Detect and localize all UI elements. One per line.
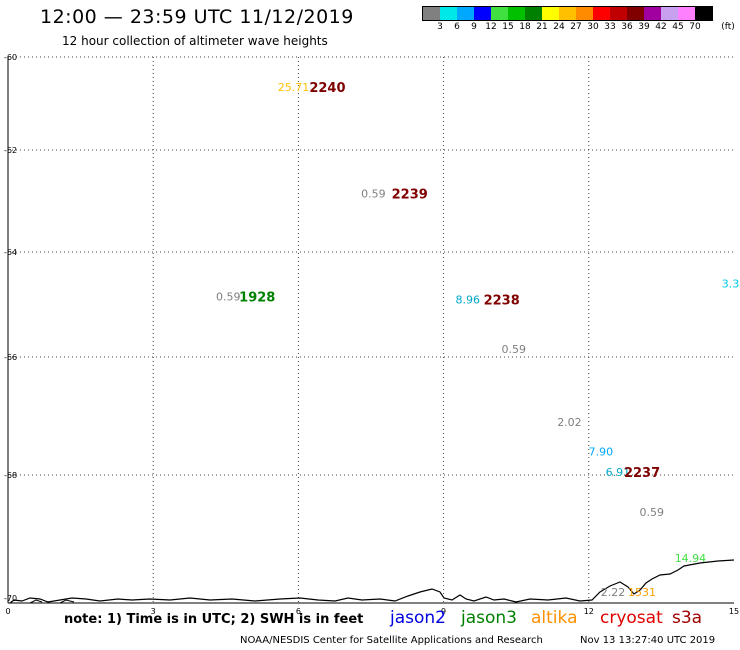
color-swatch [457,7,474,20]
color-swatch [576,7,593,20]
lon-tick-label: 0 [5,607,10,616]
legend-entry-jason3: jason3 [461,608,517,628]
color-scale-labels: 3 6 9 12 15 18 21 24 27 30 33 36 39 42 45 70 (ft) [422,22,740,34]
pass-time-label: 1928 [239,291,275,306]
legend-entry-jason2: jason2 [390,608,446,628]
swh-value-label: 8.96 [456,293,481,306]
swh-value-label: 0.59 [502,343,527,356]
lon-tick-label: 15 [729,607,739,616]
generation-timestamp: Nov 13 13:27:40 UTC 2019 [580,635,716,646]
antarctic-coastline [9,559,735,604]
color-swatch [474,7,491,20]
color-scale-label: 21 [536,22,548,32]
swh-value-label: 0.59 [639,506,664,519]
color-swatch [661,7,678,20]
legend-entry-altika: altika [531,608,578,628]
lat-tick-label: -70 [4,594,17,603]
color-scale-label: 6 [454,22,460,32]
lon-tick-label: 12 [584,607,594,616]
color-scale-bar [422,6,713,21]
color-scale-label: 39 [638,22,650,32]
color-swatch [440,7,457,20]
legend-entry-s3a: s3a [672,608,703,628]
color-scale-label: 30 [587,22,599,32]
credit-line: NOAA/NESDIS Center for Satellite Applica… [240,635,543,646]
lat-tick-label: -68 [4,471,17,480]
swh-value-label: 2.02 [557,416,582,429]
swh-value-label: 14.94 [675,552,707,565]
swh-value-label: 6.91 [606,466,631,479]
color-scale-label: 24 [553,22,565,32]
color-swatch [695,7,712,20]
lat-tick-label: -66 [4,353,17,362]
lon-tick-label: 6 [296,607,301,616]
map-title: 12:00 — 23:59 UTC 11/12/2019 [40,6,354,28]
color-swatch [423,7,440,20]
color-swatch [542,7,559,20]
color-scale-label: 33 [604,22,616,32]
pass-time-label: 2237 [624,466,660,481]
color-swatch [491,7,508,20]
map-subtitle: 12 hour collection of altimeter wave hei… [62,34,328,48]
swh-value-label: 2.22 [601,586,626,599]
color-swatch [627,7,644,20]
pass-time-label: 2240 [309,81,345,96]
color-swatch [525,7,542,20]
lon-tick-label: 9 [441,607,446,616]
coastline-fragment [29,599,75,604]
legend-entry-cryosat: cryosat [600,608,663,628]
color-scale-label: 9 [471,22,477,32]
color-swatch [644,7,661,20]
color-swatch [559,7,576,20]
color-swatch [678,7,695,20]
color-swatch [593,7,610,20]
color-scale-label: 70 [689,22,701,32]
color-scale-label: 3 [437,22,443,32]
color-scale-label: 27 [570,22,582,32]
swh-value-label: 1531 [628,586,656,599]
pass-time-label: 2239 [392,187,428,202]
swh-value-label: 0.59 [361,187,386,200]
lat-tick-label: -60 [4,53,17,62]
lat-tick-label: -62 [4,146,17,155]
color-scale-unit: (ft) [721,22,735,32]
pass-time-label: 2238 [484,293,520,308]
swh-value-label: 25.71 [278,81,310,94]
color-swatch [508,7,525,20]
color-scale-label: 15 [502,22,514,32]
lat-tick-label: -64 [4,248,17,257]
color-scale-label: 12 [485,22,497,32]
color-swatch [610,7,627,20]
color-scale-label: 42 [655,22,667,32]
color-scale-label: 18 [519,22,531,32]
footnote: note: 1) Time is in UTC; 2) SWH is in fe… [64,612,364,627]
swh-value-label: 0.59 [216,291,241,304]
swh-value-label: 3.31 [722,278,740,291]
lon-tick-label: 3 [151,607,156,616]
color-scale-label: 36 [621,22,633,32]
swh-value-label: 7.90 [589,445,614,458]
color-scale-label: 45 [672,22,684,32]
